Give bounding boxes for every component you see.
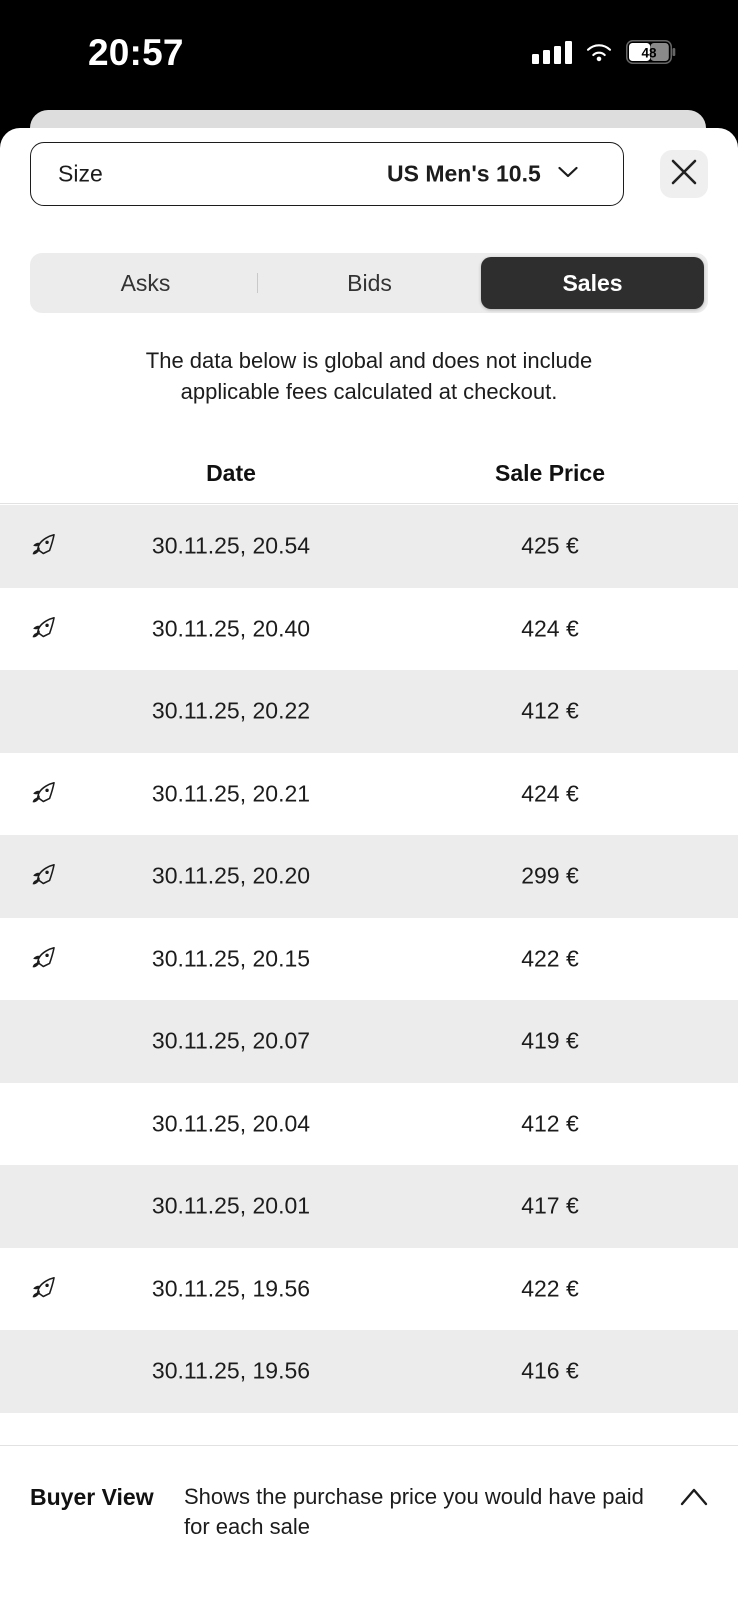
svg-text:48: 48 xyxy=(641,46,657,61)
